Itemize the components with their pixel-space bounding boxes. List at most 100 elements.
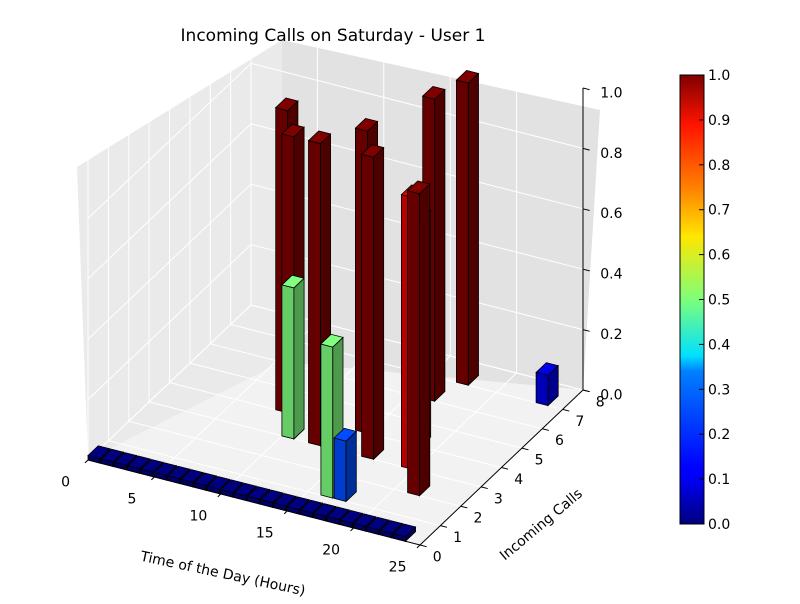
- bar-top-face: [246, 486, 271, 500]
- bar-top-face: [180, 469, 204, 483]
- bar-front-face: [308, 140, 321, 447]
- bar-top-face: [286, 496, 311, 510]
- bar-top-face: [313, 503, 337, 517]
- bar-front-face: [455, 79, 469, 386]
- bar-top-face: [333, 427, 358, 442]
- bar-top-face: [360, 144, 385, 158]
- bar-side-face: [373, 146, 385, 461]
- z-tick-mark: [582, 329, 590, 332]
- x-tick-label: 5: [128, 491, 137, 507]
- y-tick-mark: [542, 428, 550, 431]
- grid-line-y: [108, 440, 441, 527]
- z-tick-mark: [582, 268, 590, 272]
- bar-top-face: [352, 513, 377, 527]
- y-tick-label: 5: [535, 453, 544, 469]
- bar-top-face: [455, 70, 480, 84]
- colorbar-tick-label: 0.2: [708, 427, 730, 443]
- bar-top-face: [87, 445, 111, 459]
- bar-top-face: [339, 509, 364, 524]
- colorbar-tick-label: 0.5: [708, 293, 730, 309]
- bar-top-face: [126, 455, 151, 470]
- bar: [535, 362, 560, 407]
- y-tick-label: 2: [474, 511, 483, 527]
- y-axis-label: Incoming Calls: [497, 486, 586, 564]
- x-axis-line: [87, 459, 421, 546]
- y-tick-mark: [440, 525, 448, 528]
- bar-top-face: [354, 117, 379, 132]
- y-tick-label: 6: [555, 433, 564, 449]
- bar-front-face: [281, 284, 295, 440]
- x-tick-label: 0: [61, 474, 70, 490]
- x-tick-mark: [283, 510, 288, 515]
- bar-side-face: [434, 88, 446, 403]
- z-tick-label: 1.0: [600, 85, 622, 101]
- bar: [360, 144, 385, 461]
- bar-top-face: [307, 130, 332, 145]
- z-tick-label: 0.6: [600, 206, 622, 222]
- z-tick-mark: [582, 147, 590, 151]
- colorbar-tick-label: 0.3: [708, 382, 730, 398]
- bar-top-face: [273, 492, 297, 507]
- bar: [333, 427, 358, 503]
- z-tick-label: 0.2: [600, 327, 622, 343]
- bar-top-face: [326, 506, 351, 521]
- bar-top-face: [281, 123, 305, 138]
- bar-top-face: [274, 97, 299, 112]
- z-tick-mark: [582, 389, 590, 393]
- x-tick-label: 10: [189, 508, 207, 524]
- bar-top-face: [281, 274, 305, 289]
- bars-group: [87, 70, 560, 543]
- bar-top-face: [259, 489, 284, 504]
- bar-top-face: [366, 516, 390, 531]
- bar-top-face: [535, 362, 560, 376]
- y-tick-label: 8: [596, 394, 605, 410]
- bar-top-face: [193, 472, 218, 487]
- z-tick-label: 0.4: [600, 267, 622, 283]
- colorbar-tick-label: 0.9: [708, 113, 730, 129]
- colorbar-tick-label: 0.4: [708, 337, 730, 353]
- bar-top-face: [166, 465, 191, 480]
- x-tick-mark: [350, 527, 354, 532]
- bar-front-face: [320, 343, 334, 499]
- bar-top-face: [219, 479, 244, 493]
- bar: [455, 70, 480, 387]
- x-tick-mark: [84, 459, 89, 464]
- x-axis-label: Time of the Day (Hours): [138, 549, 307, 600]
- bar-top-face: [299, 499, 324, 514]
- bar-side-face: [293, 277, 305, 440]
- bar: [392, 523, 417, 543]
- y-tick-label: 1: [453, 530, 462, 546]
- colorbar-tick-label: 1.0: [708, 68, 730, 84]
- x-tick-label: 15: [256, 525, 274, 541]
- bar-top-face: [379, 520, 404, 534]
- colorbar-tick-label: 0.7: [708, 203, 730, 219]
- z-tick-mark: [582, 87, 590, 91]
- chart-title: Incoming Calls on Saturday - User 1: [181, 26, 486, 46]
- x-tick-mark: [217, 493, 222, 498]
- bar-top-face: [113, 452, 138, 466]
- colorbar: 0.0 0.1 0.2 0.3 0.4 0.5 0.6 0.7 0.8 0.9 1.0: [679, 68, 730, 533]
- bar-front-face: [361, 153, 375, 460]
- z-tick-label: 0.8: [600, 146, 622, 162]
- y-tick-mark: [562, 408, 570, 412]
- x-tick-mark: [416, 544, 421, 549]
- bar-top-face: [421, 86, 446, 100]
- x-tick-mark: [150, 476, 155, 481]
- bar-top-face: [140, 458, 165, 473]
- y-tick-label: 3: [494, 491, 503, 507]
- grid-line-y: [128, 420, 461, 507]
- y-tick-label: 0: [433, 549, 442, 565]
- y-tick-label: 7: [575, 414, 584, 430]
- bar-front-face: [333, 437, 347, 503]
- x-tick-label: 20: [322, 542, 340, 558]
- y-tick-mark: [419, 544, 427, 548]
- bar-side-face: [345, 430, 357, 503]
- bar-front-face: [407, 190, 421, 497]
- y-tick-mark: [481, 486, 488, 490]
- bar-top-face: [206, 475, 231, 490]
- bar-top-face: [320, 333, 344, 348]
- bar: [406, 180, 431, 497]
- y-tick-mark: [460, 505, 468, 509]
